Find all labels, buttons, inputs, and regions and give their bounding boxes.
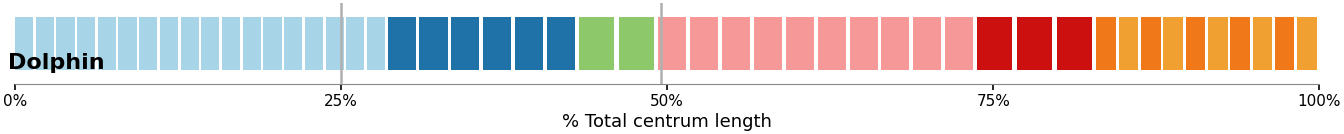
Bar (659, 17, 687, 70)
Bar (515, 17, 543, 70)
Bar (1118, 17, 1138, 70)
Bar (1097, 17, 1116, 70)
Bar (1208, 17, 1227, 70)
Bar (98, 17, 116, 70)
Bar (56, 17, 74, 70)
Bar (914, 17, 941, 70)
Bar (1056, 17, 1091, 70)
Bar (786, 17, 814, 70)
Bar (547, 17, 575, 70)
Bar (15, 17, 34, 70)
Bar (180, 17, 199, 70)
Bar (579, 17, 614, 70)
Bar (882, 17, 910, 70)
Bar (754, 17, 782, 70)
Bar (387, 17, 415, 70)
X-axis label: % Total centrum length: % Total centrum length (562, 113, 771, 131)
Bar (1297, 17, 1317, 70)
Bar (722, 17, 750, 70)
Bar (118, 17, 137, 70)
Bar (243, 17, 261, 70)
Bar (1017, 17, 1052, 70)
Bar (1141, 17, 1161, 70)
Bar (452, 17, 480, 70)
Bar (484, 17, 511, 70)
Bar (367, 17, 386, 70)
Bar (977, 17, 1012, 70)
Bar (160, 17, 177, 70)
Bar (849, 17, 878, 70)
Bar (1185, 17, 1206, 70)
Bar (618, 17, 653, 70)
Text: Dolphin: Dolphin (8, 53, 105, 73)
Bar (222, 17, 241, 70)
Bar (1253, 17, 1273, 70)
Bar (945, 17, 973, 70)
Bar (347, 17, 364, 70)
Bar (419, 17, 448, 70)
Bar (77, 17, 95, 70)
Bar (305, 17, 323, 70)
Bar (1230, 17, 1250, 70)
Bar (263, 17, 282, 70)
Bar (1275, 17, 1294, 70)
Bar (1164, 17, 1183, 70)
Bar (35, 17, 54, 70)
Bar (140, 17, 157, 70)
Bar (691, 17, 718, 70)
Bar (284, 17, 302, 70)
Bar (202, 17, 219, 70)
Bar (325, 17, 344, 70)
Bar (817, 17, 845, 70)
